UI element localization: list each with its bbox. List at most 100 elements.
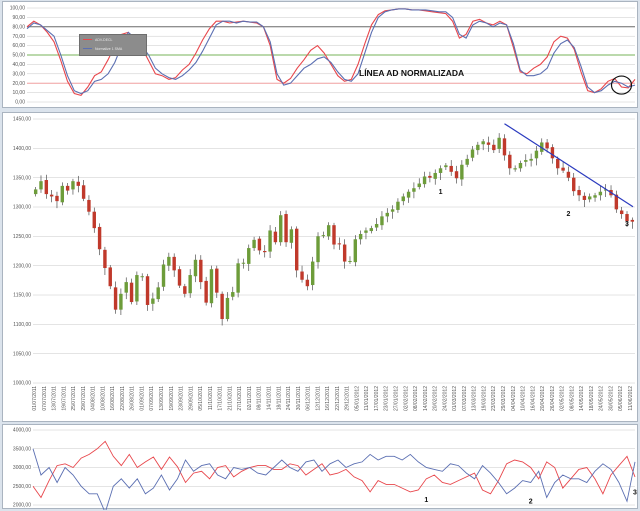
x-tick-label: 13/03/2012 <box>472 386 478 411</box>
annotation-label: 2 <box>529 499 533 506</box>
candle-body <box>156 287 160 300</box>
x-tick-label: 16/08/2011 <box>110 386 116 411</box>
candle-body <box>342 244 347 262</box>
candle-body <box>321 235 326 237</box>
legend-label-adv-decl: ADV-DECL <box>95 37 113 42</box>
x-tick-label: 25/07/2011 <box>71 386 77 411</box>
x-tick-label: 22/12/2011 <box>335 386 341 411</box>
candle-body <box>374 224 379 228</box>
x-tick-label: 17/01/2012 <box>374 386 380 411</box>
candle-body <box>326 225 331 237</box>
x-tick-label: 01/09/2011 <box>139 386 145 411</box>
candle-body <box>183 286 187 294</box>
legend-swatch-blue <box>83 48 92 49</box>
y-tick-label: 3500,00 <box>13 446 31 452</box>
series-line-red <box>32 440 636 499</box>
x-tick-label: 18/11/2011 <box>276 386 282 411</box>
y-tick-label: 1100,00 <box>13 322 31 328</box>
candle-body <box>513 168 517 170</box>
candle-body <box>247 248 251 264</box>
y-tick-label: 3000,00 <box>13 465 31 471</box>
price-panel: 1450,00 1400,00 1350,00 1300,00 1250,00 1200,… <box>2 112 638 422</box>
x-tick-label: 23/01/2012 <box>384 386 390 411</box>
x-tick-label: 07/09/2011 <box>149 386 155 411</box>
candle-body <box>172 256 176 271</box>
y-tick-label: 60,00 <box>12 43 25 49</box>
candlestick-chart: 1450,00 1400,00 1350,00 1300,00 1250,00 1200,… <box>13 117 635 411</box>
normalized-ad-panel: 100,00 90,00 80,00 70,00 60,00 50,00 40,00 30,0… <box>2 1 638 108</box>
x-tick-label: 13/09/2011 <box>159 386 165 411</box>
candle-body <box>460 164 464 180</box>
y-tick-label: 1300,00 <box>13 205 31 211</box>
candle-body <box>433 172 437 179</box>
candle-body <box>353 239 358 263</box>
candle-body <box>108 267 112 287</box>
candle-body <box>119 293 123 310</box>
x-tick-label: 27/01/2012 <box>394 386 400 411</box>
candle-body <box>76 181 80 186</box>
candle-body <box>92 211 96 229</box>
candle-body <box>337 243 342 245</box>
candle-body <box>161 264 166 287</box>
x-tick-label: 17/10/2011 <box>218 386 224 411</box>
x-tick-label: 05/01/2012 <box>354 386 360 411</box>
candle-body <box>502 138 507 156</box>
candle-body <box>60 185 65 203</box>
candle-body <box>518 163 523 169</box>
candle-body <box>263 251 267 253</box>
x-tick-label: 19/09/2011 <box>169 386 175 411</box>
candle-body <box>305 279 310 287</box>
series-line-blue <box>32 448 636 510</box>
candle-body <box>220 293 224 320</box>
x-tick-label: 12/12/2011 <box>315 386 321 411</box>
x-tick-label: 30/11/2011 <box>296 386 302 411</box>
y-tick-label: 50,00 <box>12 53 25 59</box>
y-tick-label: 2000,00 <box>13 503 31 509</box>
candle-body <box>380 216 384 226</box>
x-tick-label: 02/05/2012 <box>560 386 566 411</box>
candle-body <box>454 171 459 179</box>
candle-body <box>209 269 214 304</box>
x-tick-label: 16/12/2011 <box>325 386 331 411</box>
x-tick-label: 18/05/2012 <box>589 386 595 411</box>
candle-body <box>167 256 171 266</box>
candle-body <box>545 142 549 149</box>
candle-body <box>316 236 320 263</box>
candle-body <box>49 194 54 197</box>
candle-body <box>561 167 565 171</box>
candle-body <box>449 165 453 172</box>
x-tick-label: 26/04/2012 <box>550 386 556 411</box>
candle-body <box>438 168 443 173</box>
candle-body <box>476 144 480 151</box>
candle-body <box>369 228 373 232</box>
candle-body <box>614 194 619 210</box>
annotation-label: 3 <box>633 490 637 497</box>
candle-body <box>486 142 491 145</box>
candle-body <box>252 239 256 249</box>
x-tick-label: 19/07/2011 <box>61 386 67 411</box>
y-tick-label: 1400,00 <box>13 146 31 152</box>
candle-body <box>289 229 294 243</box>
candle-body <box>481 141 485 145</box>
candle-body <box>422 176 427 185</box>
x-tick-label: 10/04/2012 <box>521 386 527 411</box>
candle-body <box>625 214 629 222</box>
legend-label-normalize: Normalize 1 SMA <box>95 46 123 51</box>
candle-body <box>55 195 59 202</box>
candle-body <box>566 171 571 178</box>
y-tick-label: 40,00 <box>12 62 25 68</box>
candle-body <box>401 196 405 202</box>
candle-body <box>556 158 560 169</box>
y-tick-label: 1150,00 <box>13 293 31 299</box>
candle-body <box>332 225 336 245</box>
candle-body <box>97 226 102 250</box>
x-tick-label: 24/05/2012 <box>599 386 605 411</box>
candle-body <box>508 154 512 169</box>
x-tick-label: 01/07/2011 <box>32 386 38 411</box>
candle-body <box>65 185 70 191</box>
candle-body <box>231 292 235 297</box>
candle-body <box>470 149 475 158</box>
x-tick-label: 01/03/2012 <box>452 386 458 411</box>
chart-legend: ADV-DECL Normalize 1 SMA <box>79 34 147 56</box>
x-tick-label: 29/03/2012 <box>501 386 507 411</box>
